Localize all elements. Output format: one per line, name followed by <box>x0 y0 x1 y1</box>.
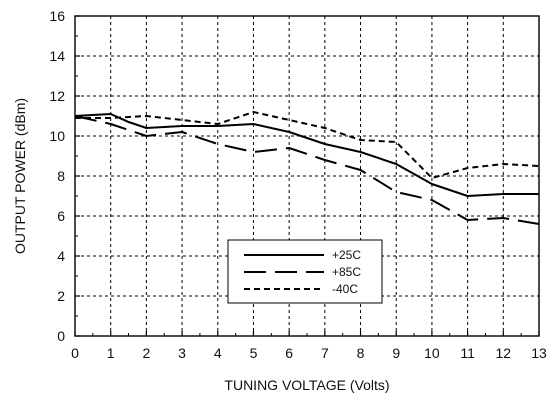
y-tick-label: 10 <box>49 128 65 144</box>
x-tick-labels: 0 1 2 3 4 5 6 7 8 9 10 11 12 13 <box>71 345 547 361</box>
legend-label: +85C <box>332 265 361 279</box>
x-tick-label: 11 <box>460 345 475 361</box>
y-tick-label: 0 <box>57 328 65 344</box>
x-tick-label: 10 <box>424 345 440 361</box>
axis-ticks <box>74 15 540 337</box>
x-tick-label: 13 <box>531 345 547 361</box>
y-tick-label: 6 <box>57 208 65 224</box>
x-tick-label: 2 <box>142 345 150 361</box>
y-tick-label: 16 <box>49 8 65 24</box>
y-tick-label: 12 <box>49 88 65 104</box>
x-axis-title: TUNING VOLTAGE (Volts) <box>224 377 389 393</box>
y-tick-label: 8 <box>57 168 65 184</box>
series-line-solid <box>74 113 539 197</box>
y-axis-title: OUTPUT POWER (dBm) <box>12 98 28 254</box>
x-tick-label: 7 <box>321 345 329 361</box>
y-tick-labels: 0 2 4 6 8 10 12 14 16 <box>49 8 65 344</box>
x-tick-label: 5 <box>250 345 258 361</box>
x-tick-label: 8 <box>357 345 365 361</box>
x-tick-label: 9 <box>392 345 400 361</box>
series-line-long-dash <box>74 115 540 225</box>
y-tick-label: 4 <box>57 248 65 264</box>
y-tick-label: 2 <box>57 288 65 304</box>
series-line-short-dash <box>75 111 540 179</box>
x-tick-label: 3 <box>178 345 186 361</box>
x-tick-label: 12 <box>496 345 512 361</box>
x-tick-label: 0 <box>71 345 79 361</box>
legend-items: +25C +85C -40C <box>244 248 361 296</box>
y-tick-label: 14 <box>49 48 65 64</box>
x-tick-label: 4 <box>214 345 222 361</box>
legend: +25C +85C -40C <box>227 239 383 304</box>
legend-label: -40C <box>332 282 358 296</box>
series-lines <box>74 111 540 225</box>
legend-label: +25C <box>332 248 361 262</box>
x-tick-label: 6 <box>285 345 293 361</box>
x-tick-label: 1 <box>107 345 115 361</box>
